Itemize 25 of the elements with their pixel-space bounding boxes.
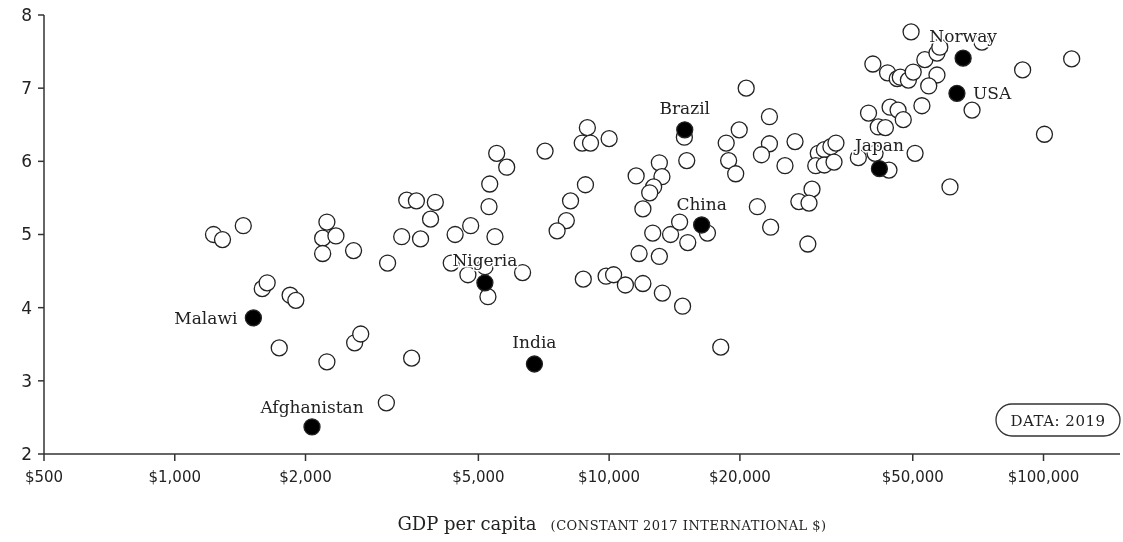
x-tick-label: $5,000 (452, 468, 505, 486)
x-tick-label: $1,000 (148, 468, 202, 486)
annotation: Afghanistan (259, 396, 364, 417)
annotation: Japan (852, 134, 904, 155)
x-tick-label: $500 (24, 468, 64, 486)
x-tick-label: $50,000 (881, 468, 944, 486)
y-tick-label: 6 (21, 151, 32, 172)
y-tick-label: 5 (21, 224, 32, 245)
y-tick-label: 3 (21, 370, 32, 391)
y-tick-label: 8 (21, 4, 32, 25)
annotation: Norway (929, 26, 998, 47)
annotation: Malawi (174, 307, 238, 328)
x-tick-label: $10,000 (578, 468, 641, 486)
annotation: Brazil (659, 97, 711, 118)
y-tick-label: 2 (21, 443, 32, 464)
x-tick-label: $20,000 (708, 468, 771, 486)
x-tick-label: $2,000 (279, 468, 332, 486)
annotation: India (512, 332, 557, 353)
y-tick-label: 7 (21, 78, 32, 99)
x-axis-title: GDP per capita (CONSTANT 2017 INTERNATIONAL $) (397, 513, 827, 534)
annotation: DATA: 2019 (1010, 412, 1106, 430)
annotation: USA (972, 83, 1012, 104)
x-tick-label: $100,000 (1007, 468, 1080, 486)
annotation: China (676, 193, 727, 214)
y-tick-label: 4 (21, 297, 32, 318)
